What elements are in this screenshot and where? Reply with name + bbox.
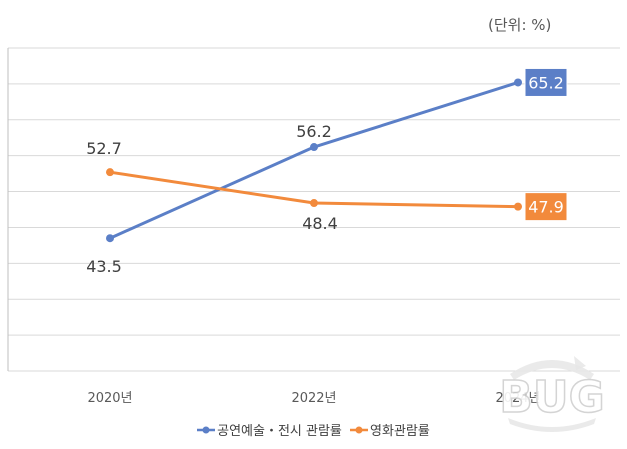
legend-label-performing-arts: 공연예술・전시 관람률 xyxy=(217,424,342,439)
legend-item-performing-arts: 공연예술・전시 관람률 xyxy=(197,420,342,439)
data-label-box xyxy=(524,192,568,222)
line-chart: 2020년 2022년 2024년 43.5 56.2 65.2 52.7 48.4 47.9 xyxy=(7,47,620,406)
data-point xyxy=(310,143,318,152)
legend: 공연예술・전시 관람률 영화관람률 xyxy=(0,420,627,439)
data-label: 56.2 xyxy=(296,122,332,141)
legend-marker-orange-icon xyxy=(350,426,369,433)
legend-label-movie: 영화관람률 xyxy=(370,424,430,439)
data-labels: 43.5 56.2 65.2 52.7 48.4 47.9 xyxy=(86,67,568,276)
data-label: 52.7 xyxy=(86,139,122,158)
data-point xyxy=(106,168,114,177)
data-label: 47.9 xyxy=(528,198,564,217)
legend-marker-blue-icon xyxy=(197,426,216,433)
series-lines xyxy=(106,78,522,243)
bug-watermark-logo: BUG xyxy=(499,356,605,432)
gridlines xyxy=(8,47,620,372)
data-point xyxy=(106,234,114,243)
unit-label: (단위: %) xyxy=(488,16,552,34)
data-label: 65.2 xyxy=(528,73,564,92)
data-label-box xyxy=(524,67,568,97)
data-point xyxy=(310,199,318,208)
data-label: 43.5 xyxy=(86,257,122,276)
x-tick-label: 2022년 xyxy=(291,391,336,406)
x-tick-label: 2020년 xyxy=(87,391,132,406)
x-tick-label: 2024년 xyxy=(495,391,540,406)
svg-text:BUG: BUG xyxy=(499,372,604,423)
x-axis-tick-labels: 2020년 2022년 2024년 xyxy=(87,391,540,406)
data-point xyxy=(514,202,522,211)
data-label: 48.4 xyxy=(302,214,338,233)
data-point xyxy=(514,78,522,87)
legend-item-movie: 영화관람률 xyxy=(350,420,430,439)
